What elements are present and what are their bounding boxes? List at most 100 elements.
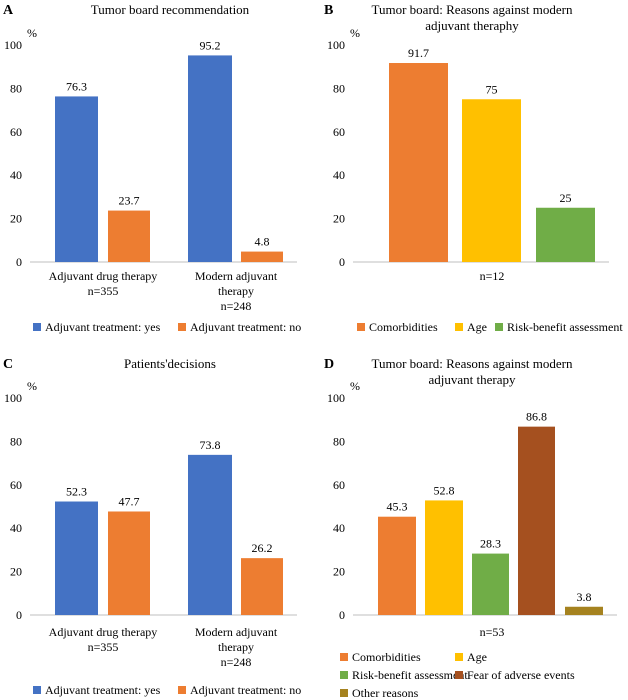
bar-value-label: 28.3 — [480, 537, 501, 551]
bar — [108, 511, 150, 615]
y-axis-unit-label: % — [350, 379, 360, 393]
legend-swatch — [340, 653, 348, 661]
legend-swatch — [455, 671, 463, 679]
bar — [55, 501, 98, 615]
legend-label: Adjuvant treatment: no — [190, 320, 301, 334]
y-tick-label: 40 — [10, 168, 22, 182]
y-tick-label: 0 — [339, 255, 345, 269]
chart-title: Patients'decisions — [124, 356, 216, 371]
legend-swatch — [340, 689, 348, 697]
legend-label: Risk-benefit assessment — [507, 320, 623, 334]
legend-swatch — [178, 323, 186, 331]
y-tick-label: 20 — [333, 565, 345, 579]
chart-title: adjuvant theraphy — [425, 18, 519, 33]
legend-label: Age — [467, 650, 487, 664]
bar — [378, 516, 416, 615]
bar — [536, 207, 595, 262]
y-tick-label: 40 — [333, 168, 345, 182]
bar — [389, 63, 448, 262]
bar-value-label: 3.8 — [577, 590, 592, 604]
bar-value-label: 45.3 — [387, 500, 408, 514]
y-tick-label: 0 — [339, 608, 345, 622]
bar — [565, 606, 603, 615]
legend-label: Age — [467, 320, 487, 334]
y-tick-label: 20 — [10, 565, 22, 579]
bar-value-label: 91.7 — [408, 46, 429, 60]
legend-label: Adjuvant treatment: yes — [45, 320, 161, 334]
y-tick-label: 100 — [4, 391, 22, 405]
chart-panel-b: B Tumor board: Reasons against modernadju… — [324, 2, 623, 334]
category-label: n=248 — [221, 655, 252, 669]
category-label: Modern adjuvant — [195, 625, 278, 639]
category-label: Modern adjuvant — [195, 269, 278, 283]
bar — [462, 99, 521, 262]
legend-label: Adjuvant treatment: yes — [45, 683, 161, 697]
panel-letter: C — [3, 357, 13, 372]
bar-value-label: 26.2 — [252, 541, 273, 555]
legend-swatch — [455, 323, 463, 331]
bar-value-label: 25 — [560, 191, 572, 205]
bar — [425, 500, 463, 615]
category-label: therapy — [218, 284, 254, 298]
bar — [188, 454, 232, 615]
bar-value-label: 86.8 — [526, 410, 547, 424]
y-tick-label: 20 — [10, 212, 22, 226]
category-label: n=53 — [480, 625, 505, 639]
bar-value-label: 95.2 — [200, 38, 221, 52]
bar — [518, 426, 555, 615]
y-tick-label: 60 — [10, 125, 22, 139]
y-tick-label: 20 — [333, 212, 345, 226]
chart-title: Tumor board: Reasons against modern — [372, 356, 573, 371]
legend-label: Comorbidities — [352, 650, 421, 664]
legend-swatch — [178, 686, 186, 694]
chart-panel-c: C Patients'decisions% 0 20 40 60 80 100 52.3 47.7… — [3, 356, 301, 697]
y-tick-label: 0 — [16, 255, 22, 269]
y-tick-label: 80 — [333, 434, 345, 448]
bar — [188, 55, 232, 262]
bar-value-label: 47.7 — [119, 494, 140, 508]
y-tick-label: 60 — [333, 125, 345, 139]
legend-swatch — [33, 323, 41, 331]
y-tick-label: 60 — [10, 478, 22, 492]
legend-swatch — [33, 686, 41, 694]
chart-title: Tumor board recommendation — [91, 2, 250, 17]
y-tick-label: 80 — [10, 434, 22, 448]
y-tick-label: 0 — [16, 608, 22, 622]
legend-label: Risk-benefit assessment — [352, 668, 468, 682]
category-label: Adjuvant drug therapy — [49, 269, 158, 283]
legend-swatch — [455, 653, 463, 661]
bar-value-label: 23.7 — [119, 194, 140, 208]
category-label: n=355 — [88, 284, 119, 298]
legend-swatch — [357, 323, 365, 331]
chart-panel-d: D Tumor board: Reasons against modernadju… — [324, 356, 617, 700]
bar-value-label: 4.8 — [255, 235, 270, 249]
legend-label: Other reasons — [352, 686, 419, 700]
bar — [241, 558, 283, 615]
y-tick-label: 100 — [4, 38, 22, 52]
y-axis-unit-label: % — [350, 26, 360, 40]
chart-title: adjuvant therapy — [429, 372, 516, 387]
y-axis-unit-label: % — [27, 379, 37, 393]
y-tick-label: 40 — [10, 521, 22, 535]
category-label: Adjuvant drug therapy — [49, 625, 158, 639]
bar-value-label: 73.8 — [200, 438, 221, 452]
category-label: n=355 — [88, 640, 119, 654]
y-tick-label: 60 — [333, 478, 345, 492]
y-tick-label: 80 — [333, 81, 345, 95]
legend-label: Fear of adverse events — [467, 668, 575, 682]
bar — [241, 251, 283, 262]
y-tick-label: 100 — [327, 391, 345, 405]
bar-value-label: 52.8 — [434, 483, 455, 497]
legend-swatch — [340, 671, 348, 679]
category-label: therapy — [218, 640, 254, 654]
bar — [472, 553, 509, 615]
legend-label: Comorbidities — [369, 320, 438, 334]
category-label: n=248 — [221, 299, 252, 313]
chart-title: Tumor board: Reasons against modern — [372, 2, 573, 17]
panel-letter: D — [324, 357, 334, 372]
legend-swatch — [495, 323, 503, 331]
panel-letter: B — [324, 3, 333, 18]
category-label: n=12 — [480, 269, 505, 283]
bar — [55, 96, 98, 262]
